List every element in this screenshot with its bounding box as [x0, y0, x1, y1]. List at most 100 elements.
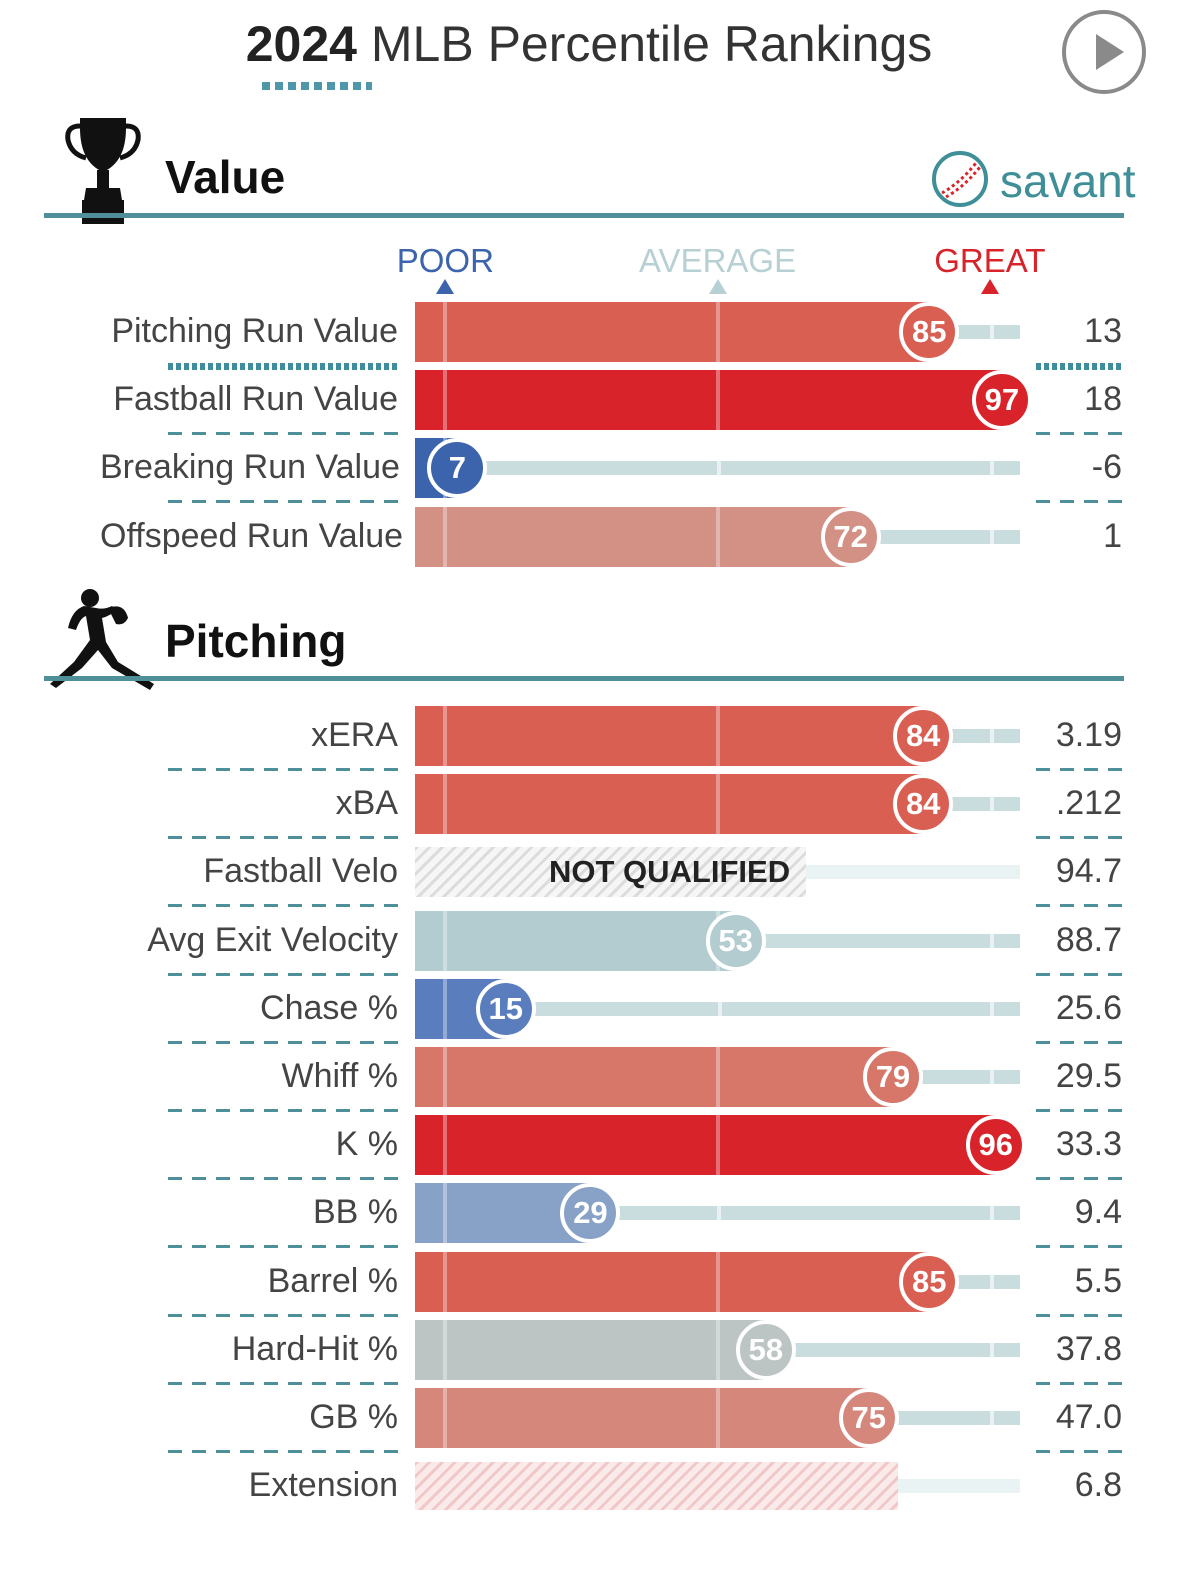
row-divider [1036, 768, 1124, 771]
legend-poor-arrow-icon [436, 279, 455, 294]
section-title-pitching: Pitching [165, 615, 347, 667]
metric-label: Offspeed Run Value [100, 516, 404, 555]
percentile-circle: 53 [705, 910, 766, 971]
savant-logo[interactable]: savant [930, 150, 1136, 212]
bar-marker [443, 774, 448, 835]
percentile-circle: 79 [862, 1047, 923, 1107]
row-divider [168, 836, 400, 840]
bar-marker [715, 506, 720, 567]
metric-label: Fastball Velo [203, 852, 398, 891]
bar-marker [715, 706, 720, 766]
percentile-track [457, 461, 1020, 476]
metric-label: xBA [335, 784, 398, 823]
row-divider [168, 1313, 400, 1317]
bar-marker [443, 1388, 448, 1448]
row-divider [1036, 432, 1124, 436]
metric-label: Barrel % [267, 1261, 398, 1300]
section-title-value: Value [165, 151, 286, 203]
percentile-bar [415, 302, 930, 362]
track-marker [989, 729, 994, 743]
metric-value: 6.8 [1074, 1466, 1122, 1505]
percentile-bar [415, 1388, 869, 1448]
metric-value: 5.5 [1074, 1261, 1122, 1300]
bar-marker [715, 774, 720, 835]
row-divider [168, 432, 400, 436]
not-qualified-label: NOT QUALIFIED [549, 854, 791, 890]
track-marker [717, 461, 722, 476]
row-divider [168, 1381, 400, 1385]
metric-label: K % [335, 1125, 398, 1164]
metric-value: 37.8 [1055, 1329, 1122, 1368]
row-divider [168, 768, 400, 771]
title-text: MLB Percentile Rankings [370, 16, 933, 72]
metric-label: GB % [309, 1398, 398, 1436]
percentile-circle: 15 [475, 978, 536, 1039]
bar-marker [443, 1251, 448, 1312]
metric-label: Avg Exit Velocity [147, 920, 398, 959]
row-divider [168, 1245, 400, 1249]
track-marker [989, 1274, 994, 1289]
row-divider [168, 904, 400, 908]
legend-great-arrow-icon [980, 279, 999, 294]
metric-label: Pitching Run Value [111, 312, 398, 350]
row-divider [1036, 1177, 1124, 1181]
bar-marker [443, 1047, 448, 1107]
unranked-bar [415, 1462, 898, 1511]
metric-value: 33.3 [1055, 1125, 1122, 1164]
legend-average-arrow-icon [708, 279, 727, 294]
percentile-bar [415, 1319, 766, 1380]
percentile-circle: 75 [838, 1388, 899, 1448]
track-marker [989, 461, 994, 476]
savant-text: savant [1000, 155, 1136, 207]
metric-value: 47.0 [1055, 1398, 1122, 1436]
percentile-circle: 84 [893, 706, 954, 766]
track-marker [717, 1001, 722, 1016]
row-divider [1036, 1245, 1124, 1249]
percentile-track [868, 1411, 1020, 1425]
row-divider [168, 1450, 400, 1453]
metric-label: Extension [248, 1466, 398, 1505]
percentile-circle: 72 [820, 506, 881, 567]
track-marker [989, 1001, 994, 1016]
section-divider-pitching [44, 676, 1124, 681]
percentile-circle: 7 [427, 438, 488, 499]
track-marker [989, 529, 994, 544]
metric-label: xERA [311, 716, 398, 754]
percentile-circle: 96 [965, 1115, 1026, 1176]
row-divider [1036, 972, 1124, 976]
bar-marker [715, 1319, 720, 1380]
percentile-bar [415, 706, 924, 766]
row-divider [1036, 1450, 1124, 1453]
title-year: 2024 [245, 16, 357, 72]
percentile-track [892, 1070, 1020, 1084]
row-divider [168, 972, 400, 976]
percentile-bar [415, 774, 924, 835]
percentile-bar [415, 1251, 930, 1312]
not-qualified-bar [415, 847, 806, 898]
section-divider-value [44, 213, 1124, 218]
percentile-track [765, 1342, 1020, 1357]
metric-value: 25.6 [1055, 988, 1122, 1027]
track-marker [989, 933, 994, 948]
track-marker [989, 1411, 994, 1425]
metric-value: 13 [1084, 312, 1122, 350]
track-marker [989, 325, 994, 339]
metric-value: 94.7 [1055, 852, 1122, 891]
row-divider [1036, 500, 1124, 504]
play-icon[interactable] [1062, 10, 1146, 94]
row-divider [1036, 1109, 1124, 1112]
percentile-circle: 85 [899, 1251, 960, 1312]
percentile-bar [415, 1115, 996, 1176]
metric-label: Whiff % [281, 1057, 398, 1095]
metric-label: Breaking Run Value [100, 448, 400, 487]
track-marker [989, 1206, 994, 1221]
legend-poor: POOR [396, 242, 494, 279]
track-marker [717, 1206, 722, 1221]
trophy-icon [64, 114, 142, 226]
pitcher-icon [46, 588, 158, 692]
bar-marker [715, 1251, 720, 1312]
title-underline [262, 82, 372, 90]
percentile-circle: 58 [735, 1319, 796, 1380]
row-divider [168, 363, 400, 370]
metric-value: 9.4 [1074, 1193, 1122, 1232]
